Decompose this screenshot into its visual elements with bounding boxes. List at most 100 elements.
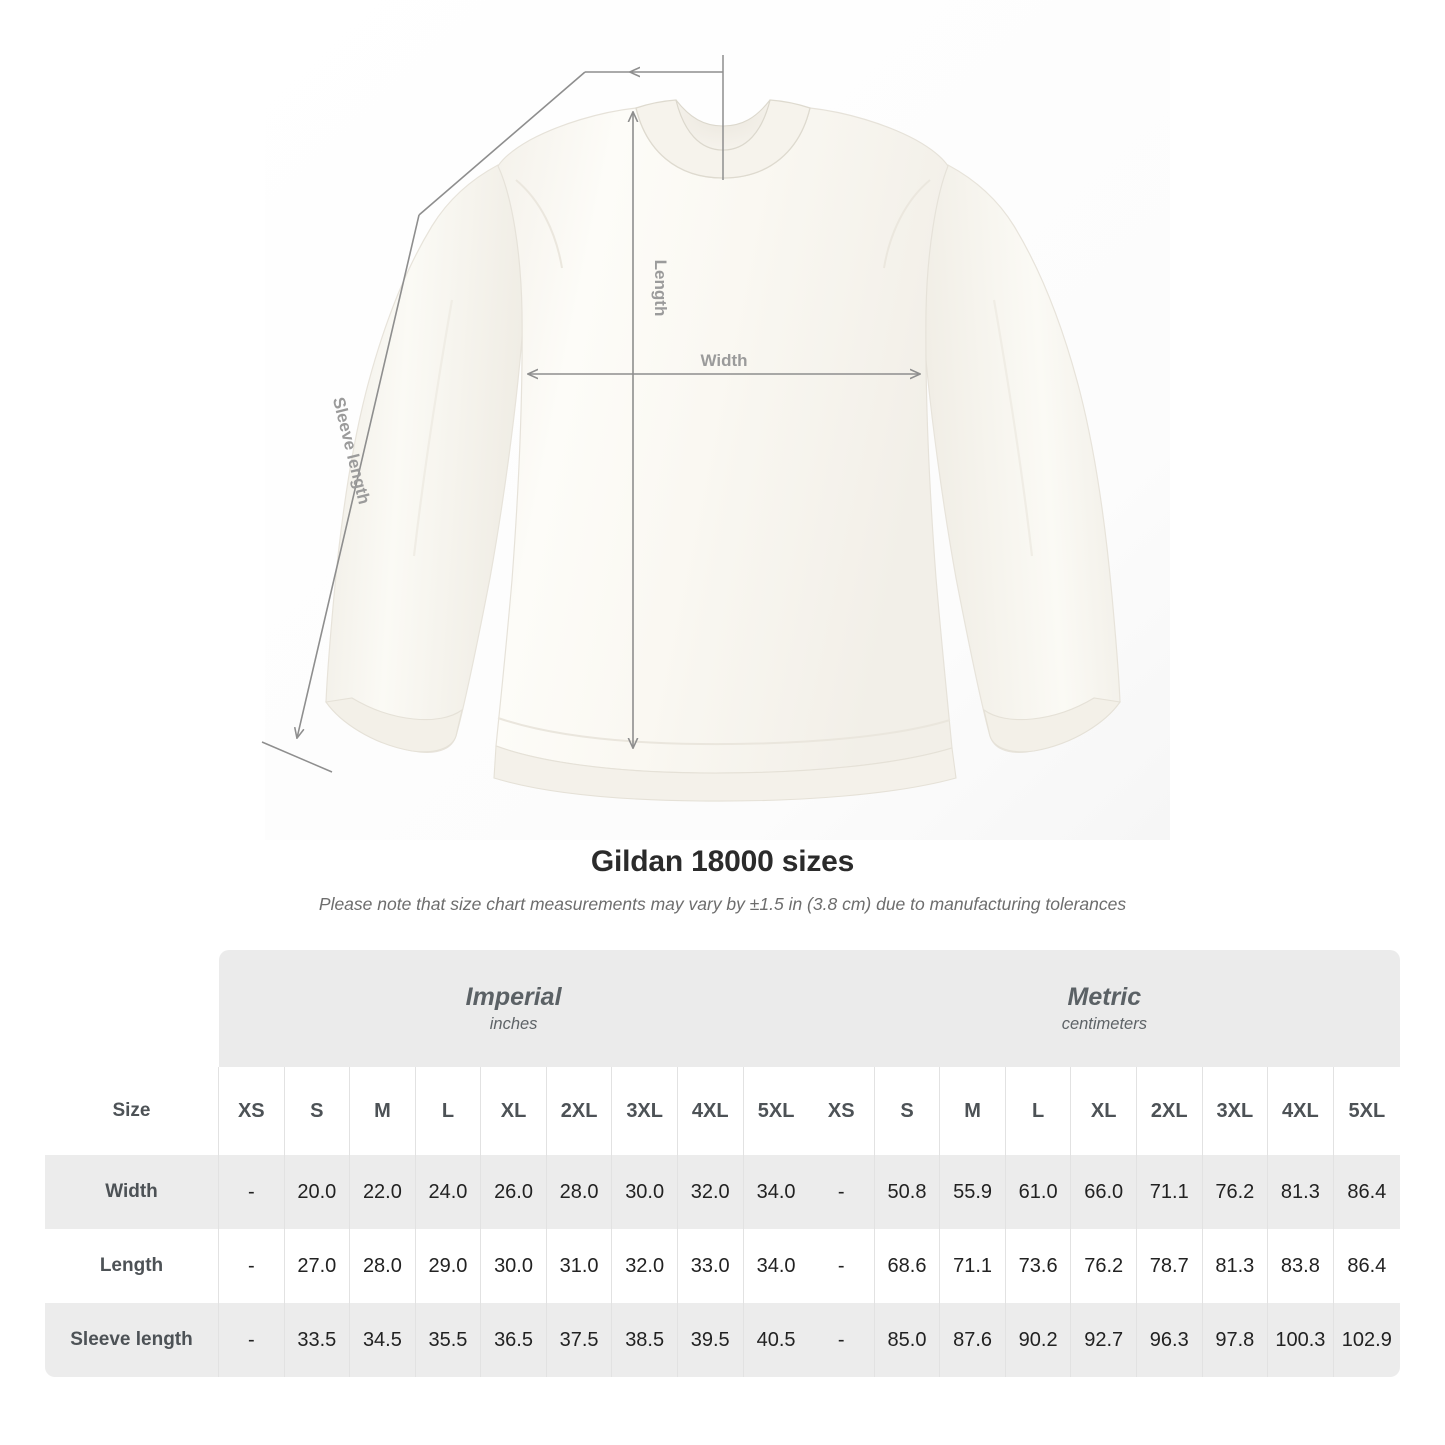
unit-banner-row: Imperial inches Metric centimeters — [45, 950, 1400, 1067]
page-title: Gildan 18000 sizes — [590, 845, 855, 878]
row-label-sleeve-length: Sleeve length — [45, 1303, 219, 1377]
header-imperial-m: M — [349, 1067, 416, 1155]
metric-name: Metric — [1067, 982, 1142, 1011]
hem-seam — [497, 717, 951, 746]
cell-sleeve-metric-2xl: 96.3 — [1135, 1303, 1203, 1377]
cell-width-metric-m: 55.9 — [939, 1155, 1006, 1229]
cell-width-imperial-m: 22.0 — [349, 1155, 416, 1229]
cell-sleeve-imperial-3xl: 38.5 — [611, 1303, 678, 1377]
cell-width-imperial-2xl: 28.0 — [545, 1155, 612, 1229]
cell-sleeve-imperial-l: 35.5 — [414, 1303, 481, 1377]
cell-width-metric-5xl: 86.4 — [1332, 1155, 1400, 1229]
cell-length-imperial-4xl: 33.0 — [676, 1229, 743, 1303]
cell-length-imperial-5xl: 34.0 — [742, 1229, 809, 1303]
cell-length-metric-3xl: 81.3 — [1201, 1229, 1268, 1303]
cell-sleeve-imperial-2xl: 37.5 — [545, 1303, 612, 1377]
imperial-banner: Imperial inches — [218, 950, 809, 1067]
cell-width-metric-xs: - — [808, 1155, 875, 1229]
cell-width-imperial-3xl: 30.0 — [611, 1155, 678, 1229]
imperial-name: Imperial — [465, 982, 562, 1011]
header-imperial-4xl: 4XL — [676, 1067, 743, 1155]
cell-length-imperial-xs: - — [218, 1229, 285, 1303]
cell-length-imperial-m: 28.0 — [349, 1229, 416, 1303]
cell-sleeve-imperial-s: 33.5 — [283, 1303, 350, 1377]
cell-width-metric-2xl: 71.1 — [1135, 1155, 1203, 1229]
cell-width-imperial-5xl: 34.0 — [742, 1155, 809, 1229]
size-header-label: Size — [45, 1067, 219, 1155]
header-imperial-xs: XS — [218, 1067, 285, 1155]
imperial-sub: inches — [489, 1015, 538, 1034]
sweatshirt-shape — [325, 99, 1121, 802]
garment-illustration: Length Width Sleeve length — [261, 0, 1170, 840]
body-panel — [495, 107, 953, 774]
header-metric-5xl: 5XL — [1332, 1067, 1400, 1155]
neck-opening — [675, 99, 771, 151]
size-header-row: Size XS S M L XL 2XL 3XL 4XL 5XL XS S M … — [45, 1067, 1400, 1155]
cell-length-metric-s: 68.6 — [873, 1229, 940, 1303]
size-chart-table: Imperial inches Metric centimeters Size … — [45, 950, 1400, 1377]
header-imperial-xl: XL — [480, 1067, 547, 1155]
length-label: Length — [651, 260, 670, 317]
cell-sleeve-metric-m: 87.6 — [939, 1303, 1006, 1377]
header-imperial-s: S — [283, 1067, 350, 1155]
sleeve-length-lower-diagonal — [297, 214, 420, 738]
cell-width-imperial-xl: 26.0 — [480, 1155, 547, 1229]
cell-length-metric-m: 71.1 — [939, 1229, 1006, 1303]
table-row: Width - 20.0 22.0 24.0 26.0 28.0 30.0 32… — [45, 1155, 1400, 1229]
table-row: Length - 27.0 28.0 29.0 30.0 31.0 32.0 3… — [45, 1229, 1400, 1303]
cell-width-metric-4xl: 81.3 — [1267, 1155, 1334, 1229]
header-imperial-5xl: 5XL — [742, 1067, 809, 1155]
header-metric-s: S — [873, 1067, 940, 1155]
cell-length-imperial-3xl: 32.0 — [611, 1229, 678, 1303]
cell-sleeve-imperial-m: 34.5 — [349, 1303, 416, 1377]
header-metric-4xl: 4XL — [1267, 1067, 1334, 1155]
cell-sleeve-imperial-xs: - — [218, 1303, 285, 1377]
header-metric-3xl: 3XL — [1201, 1067, 1268, 1155]
cell-length-metric-4xl: 83.8 — [1267, 1229, 1334, 1303]
header-imperial-3xl: 3XL — [611, 1067, 678, 1155]
cell-length-metric-5xl: 86.4 — [1332, 1229, 1400, 1303]
cell-length-imperial-xl: 30.0 — [480, 1229, 547, 1303]
cell-width-metric-xl: 66.0 — [1070, 1155, 1137, 1229]
unit-banner-spacer — [45, 950, 219, 1067]
header-metric-m: M — [939, 1067, 1006, 1155]
metric-sub: centimeters — [1061, 1015, 1147, 1034]
header-imperial-l: L — [414, 1067, 481, 1155]
cell-sleeve-imperial-5xl: 40.5 — [742, 1303, 809, 1377]
cell-sleeve-metric-xs: - — [808, 1303, 875, 1377]
header-metric-2xl: 2XL — [1135, 1067, 1203, 1155]
sleeve-length-upper-diagonal — [418, 71, 586, 216]
metric-banner: Metric centimeters — [808, 950, 1400, 1067]
cell-length-imperial-l: 29.0 — [414, 1229, 481, 1303]
cell-length-imperial-2xl: 31.0 — [545, 1229, 612, 1303]
cell-width-imperial-4xl: 32.0 — [676, 1155, 743, 1229]
width-label: Width — [700, 351, 747, 370]
left-cuff — [325, 697, 463, 753]
header-metric-l: L — [1004, 1067, 1071, 1155]
table-row: Sleeve length - 33.5 34.5 35.5 36.5 37.5… — [45, 1303, 1400, 1377]
cell-sleeve-imperial-4xl: 39.5 — [676, 1303, 743, 1377]
size-chart-table-wrapper: Imperial inches Metric centimeters Size … — [45, 950, 1400, 1377]
right-cuff — [983, 697, 1121, 753]
cell-sleeve-metric-xl: 92.7 — [1070, 1303, 1137, 1377]
header-metric-xs: XS — [808, 1067, 875, 1155]
cell-length-metric-2xl: 78.7 — [1135, 1229, 1203, 1303]
right-shoulder-seam — [883, 179, 931, 269]
cell-width-metric-3xl: 76.2 — [1201, 1155, 1268, 1229]
cell-width-metric-s: 50.8 — [873, 1155, 940, 1229]
cell-width-imperial-l: 24.0 — [414, 1155, 481, 1229]
cell-sleeve-metric-l: 90.2 — [1004, 1303, 1071, 1377]
sleeve-length-start-tick — [261, 741, 333, 773]
header-imperial-2xl: 2XL — [545, 1067, 612, 1155]
cell-length-metric-xs: - — [808, 1229, 875, 1303]
left-sleeve-fold — [412, 299, 454, 557]
row-label-width: Width — [45, 1155, 219, 1229]
cell-width-imperial-xs: - — [218, 1155, 285, 1229]
bottom-hem — [493, 745, 957, 802]
cell-width-imperial-s: 20.0 — [283, 1155, 350, 1229]
row-label-length: Length — [45, 1229, 219, 1303]
cell-sleeve-imperial-xl: 36.5 — [480, 1303, 547, 1377]
header-metric-xl: XL — [1070, 1067, 1137, 1155]
chart-heading: Gildan 18000 sizes Please note that size… — [0, 845, 1445, 915]
cell-sleeve-metric-3xl: 97.8 — [1201, 1303, 1268, 1377]
